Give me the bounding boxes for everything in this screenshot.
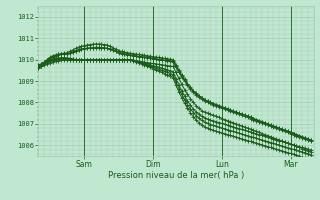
X-axis label: Pression niveau de la mer( hPa ): Pression niveau de la mer( hPa ) [108, 171, 244, 180]
